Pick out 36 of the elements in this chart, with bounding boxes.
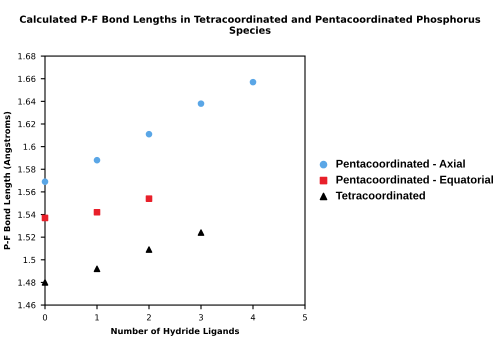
point	[94, 266, 100, 272]
point	[198, 100, 204, 107]
point	[42, 178, 48, 185]
chart-title: Calculated P-F Bond Lengths in Tetracoordinated and Pentacoordinated Phosphorus Species	[20, 15, 480, 36]
x-tick-label: 5	[302, 314, 307, 321]
legend-label: Pentacoordinated - Axial	[336, 159, 465, 168]
y-tick-label: 1.6	[24, 144, 36, 150]
point	[198, 229, 204, 236]
point	[250, 78, 256, 86]
point	[146, 130, 152, 138]
point	[146, 195, 152, 202]
x-tick-label: 4	[250, 314, 256, 320]
point	[146, 246, 152, 253]
y-tick-label: 1.54	[18, 212, 36, 218]
x-tick-label: 3	[198, 314, 203, 321]
x-tick-label: 1	[95, 314, 99, 320]
y-tick-label: 1.52	[18, 234, 36, 240]
legend-label: Pentacoordinated - Equatorial	[336, 175, 493, 186]
y-tick-label: 1.5	[24, 256, 36, 264]
point	[42, 214, 48, 222]
y-tick-label: 1.64	[18, 98, 36, 105]
x-tick-label: 0	[42, 314, 48, 321]
y-tick-label: 1.58	[18, 166, 36, 173]
x-tick-label: 2	[146, 314, 151, 320]
y-tick-label: 1.48	[18, 279, 36, 286]
y-tick-label: 1.46	[18, 302, 36, 308]
y-tick-label: 1.68	[18, 53, 36, 60]
y-axis-title: P-F Bond Length (Angstroms)	[4, 112, 12, 250]
legend-label: Tetracoordinated	[336, 191, 425, 200]
y-tick-label: 1.56	[18, 188, 36, 196]
point	[42, 279, 48, 286]
point	[94, 156, 100, 164]
y-tick-label: 1.62	[18, 120, 36, 128]
point	[94, 208, 100, 216]
y-tick-label: 1.66	[18, 76, 36, 82]
x-axis-title: Number of Hydride Ligands	[111, 328, 240, 336]
